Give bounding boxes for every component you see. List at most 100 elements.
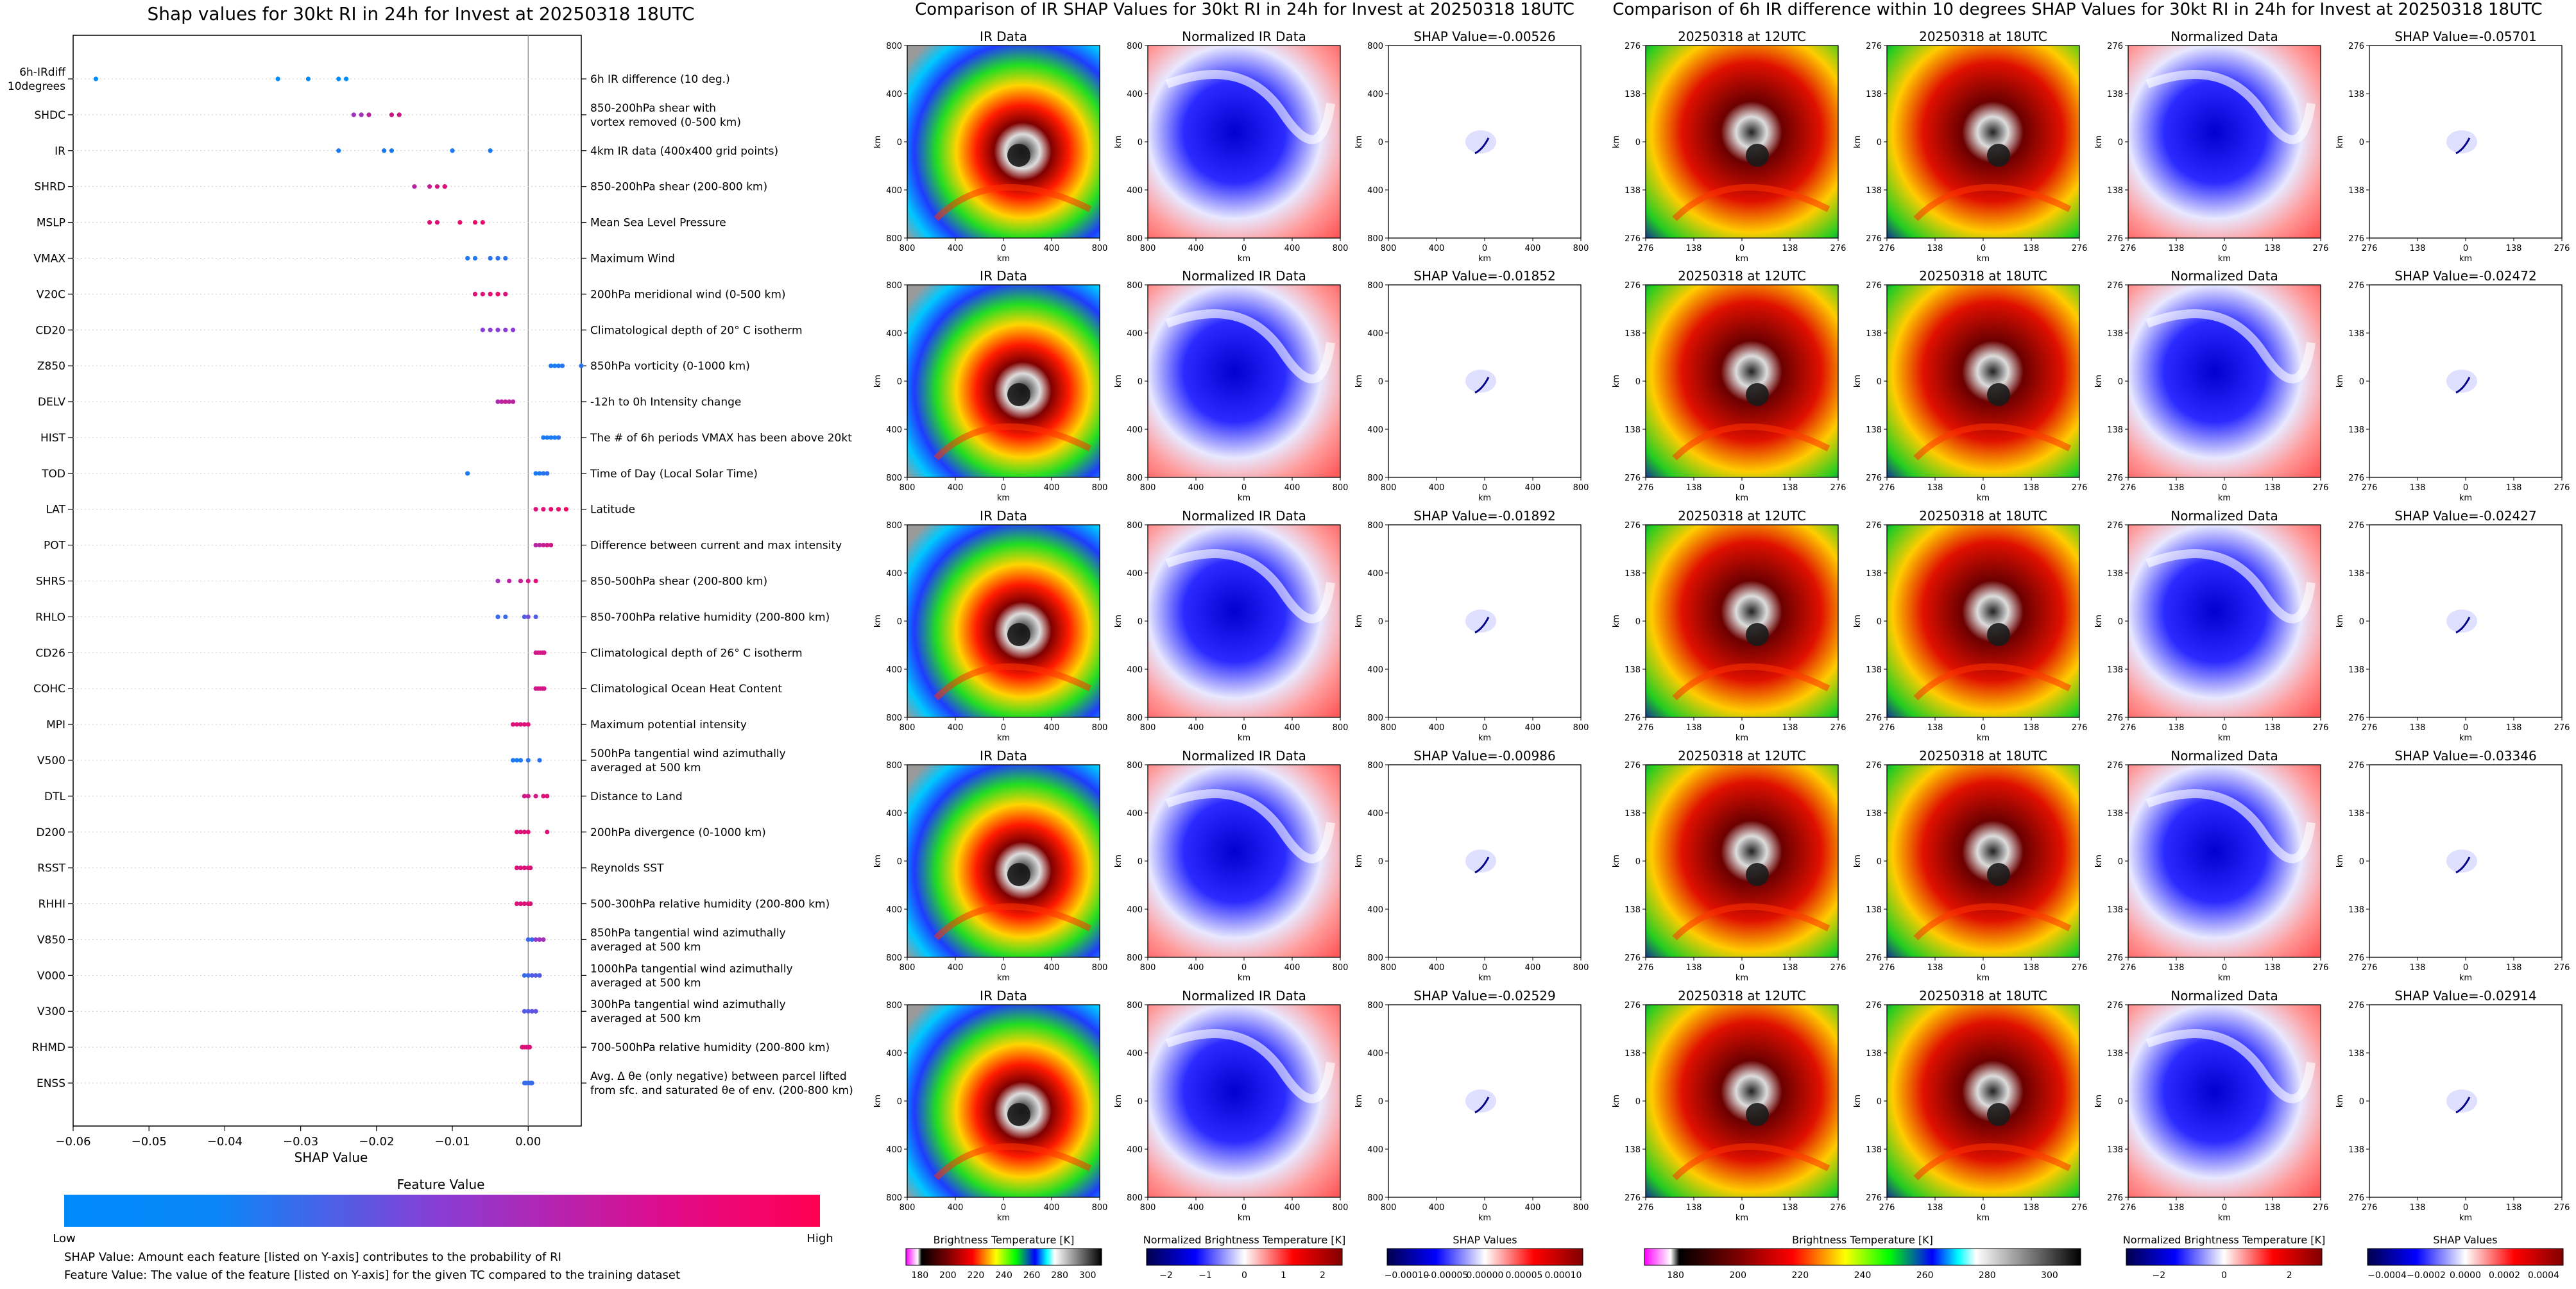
ir-shap-colorbar	[1386, 1248, 1583, 1266]
xtick-label: 0	[1739, 483, 1744, 493]
xtick-label: 276	[2120, 723, 2137, 733]
diff-shap-colorbar	[2367, 1248, 2564, 1266]
cloud-band	[2145, 549, 2316, 624]
xtick-label: 276	[1879, 723, 1895, 733]
xtick-label: 138	[2024, 963, 2040, 973]
shap-point	[514, 866, 520, 871]
panel-title: IR Data	[980, 748, 1027, 764]
ytick-label: 0	[2118, 377, 2123, 387]
ytick-label: 276	[1625, 713, 1641, 723]
storm-core	[1987, 144, 2010, 167]
panel-title: IR Data	[980, 29, 1027, 44]
xtick-label: 0	[1241, 483, 1247, 493]
ytick-label: 138	[2348, 329, 2364, 339]
feature-code-label: V000	[37, 969, 65, 982]
shap-blob	[1465, 849, 1496, 873]
xtick-label: 800	[1333, 963, 1349, 973]
ir-bt-colorbar-label: Brightness Temperature [K]	[934, 1234, 1075, 1246]
ytick-label: 276	[2348, 281, 2364, 291]
xtick-label: 0	[1739, 723, 1744, 733]
panel-title: IR Data	[980, 988, 1027, 1003]
diff-bt-colorbar-tick: 260	[1916, 1270, 1934, 1281]
rainband	[934, 1143, 1092, 1181]
cloud-band	[2145, 1029, 2316, 1104]
xaxis-label: km	[1478, 733, 1491, 743]
diff-norm-colorbar-tick: −2	[2153, 1270, 2166, 1281]
shap-point	[533, 937, 538, 943]
xtick-label: 276	[1830, 963, 1847, 973]
ytick-label: 138	[1866, 569, 1882, 579]
ytick-label: 138	[1625, 186, 1641, 196]
xtick-label: 138	[2410, 1203, 2426, 1213]
shap-point	[537, 758, 542, 763]
ytick-label: 800	[1367, 1193, 1383, 1203]
ytick-label: 400	[1127, 90, 1143, 99]
satellite-image	[1887, 46, 2079, 238]
ytick-label: 800	[1367, 234, 1383, 244]
shap-point	[518, 830, 524, 835]
panel-title: 20250318 at 12UTC	[1678, 268, 1806, 284]
feature-colorbar	[64, 1195, 820, 1227]
xtick-label: 400	[1284, 963, 1301, 973]
xaxis-label: km	[2218, 973, 2231, 983]
xtick-label: 138	[2410, 723, 2426, 733]
shap-point	[533, 543, 538, 548]
feature-desc-label: Maximum Wind	[590, 252, 675, 265]
xtick-label: 800	[900, 483, 916, 493]
xtick-label: 800	[1333, 1203, 1349, 1213]
ir-bt-colorbar-tick: 220	[968, 1270, 985, 1281]
ytick-label: 800	[1367, 474, 1383, 483]
feature-desc-label: Climatological depth of 26° C isotherm	[590, 647, 803, 660]
rainband	[1672, 663, 1830, 701]
shap-point	[518, 901, 524, 907]
shap-point	[552, 435, 558, 440]
beeswarm-title: Shap values for 30kt RI in 24h for Inves…	[147, 3, 694, 24]
cloud-band	[2145, 70, 2316, 144]
ytick-label: 138	[1866, 90, 1882, 99]
xtick-label: 138	[2410, 963, 2426, 973]
xtick-label: 0	[1739, 963, 1744, 973]
yaxis-label: km	[873, 1095, 883, 1107]
shap-feature	[2455, 857, 2471, 874]
yaxis-label: km	[1853, 615, 1863, 627]
shap-point	[480, 219, 485, 225]
xaxis-label: km	[1238, 493, 1250, 503]
panel-title: SHAP Value=-0.00526	[1413, 29, 1555, 44]
xaxis-label: km	[1478, 254, 1491, 264]
xtick-label: 138	[2506, 963, 2522, 973]
xtick-label: 138	[1927, 1203, 1943, 1213]
shap-point	[529, 937, 534, 943]
ytick-label: 400	[886, 329, 902, 339]
yaxis-label: km	[2335, 135, 2345, 148]
shap-feature	[2455, 1097, 2471, 1114]
feature-code-label: LAT	[46, 504, 65, 516]
xaxis-label: km	[1977, 254, 1990, 264]
shap-point	[412, 184, 417, 189]
feature-code-label: VMAX	[33, 252, 65, 265]
ir-shap-colorbar-tick: 0.00000	[1467, 1270, 1504, 1281]
ytick-label: 800	[1367, 713, 1383, 723]
shap-blob	[1465, 130, 1496, 153]
xtick-label: 138	[2169, 963, 2185, 973]
xtick-label: 400	[1429, 483, 1445, 493]
shap-point	[503, 614, 508, 619]
shap-point	[518, 722, 524, 727]
rainband	[1913, 184, 2072, 221]
panel-title: SHAP Value=-0.03346	[2394, 748, 2536, 764]
storm-core	[1746, 623, 1769, 646]
feature-desc-label: vortex removed (0-500 km)	[590, 116, 741, 129]
feature-desc-label: Distance to Land	[590, 790, 683, 803]
xaxis-label: km	[1478, 1213, 1491, 1223]
xtick-label: 0	[2463, 483, 2468, 493]
shap-point	[495, 578, 500, 584]
diff-bt-colorbar-label: Brightness Temperature [K]	[1792, 1234, 1933, 1246]
shap-point	[450, 148, 455, 153]
xtick-label: −0.03	[283, 1135, 318, 1148]
diff-panel-title: Comparison of 6h IR difference within 10…	[1612, 0, 2542, 19]
xtick-label: 138	[2410, 483, 2426, 493]
xtick-label: 400	[1429, 723, 1445, 733]
